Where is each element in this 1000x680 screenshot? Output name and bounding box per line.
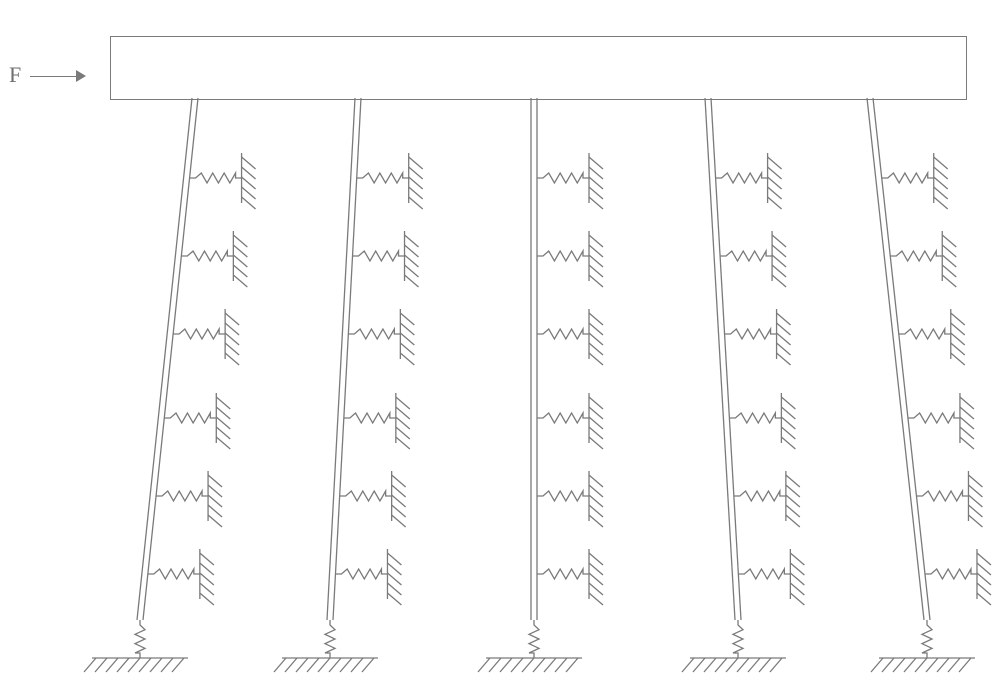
piles-and-springs: [0, 0, 1000, 680]
diagram-root: { "canvas": { "w": 1000, "h": 680 }, "co…: [0, 0, 1000, 680]
